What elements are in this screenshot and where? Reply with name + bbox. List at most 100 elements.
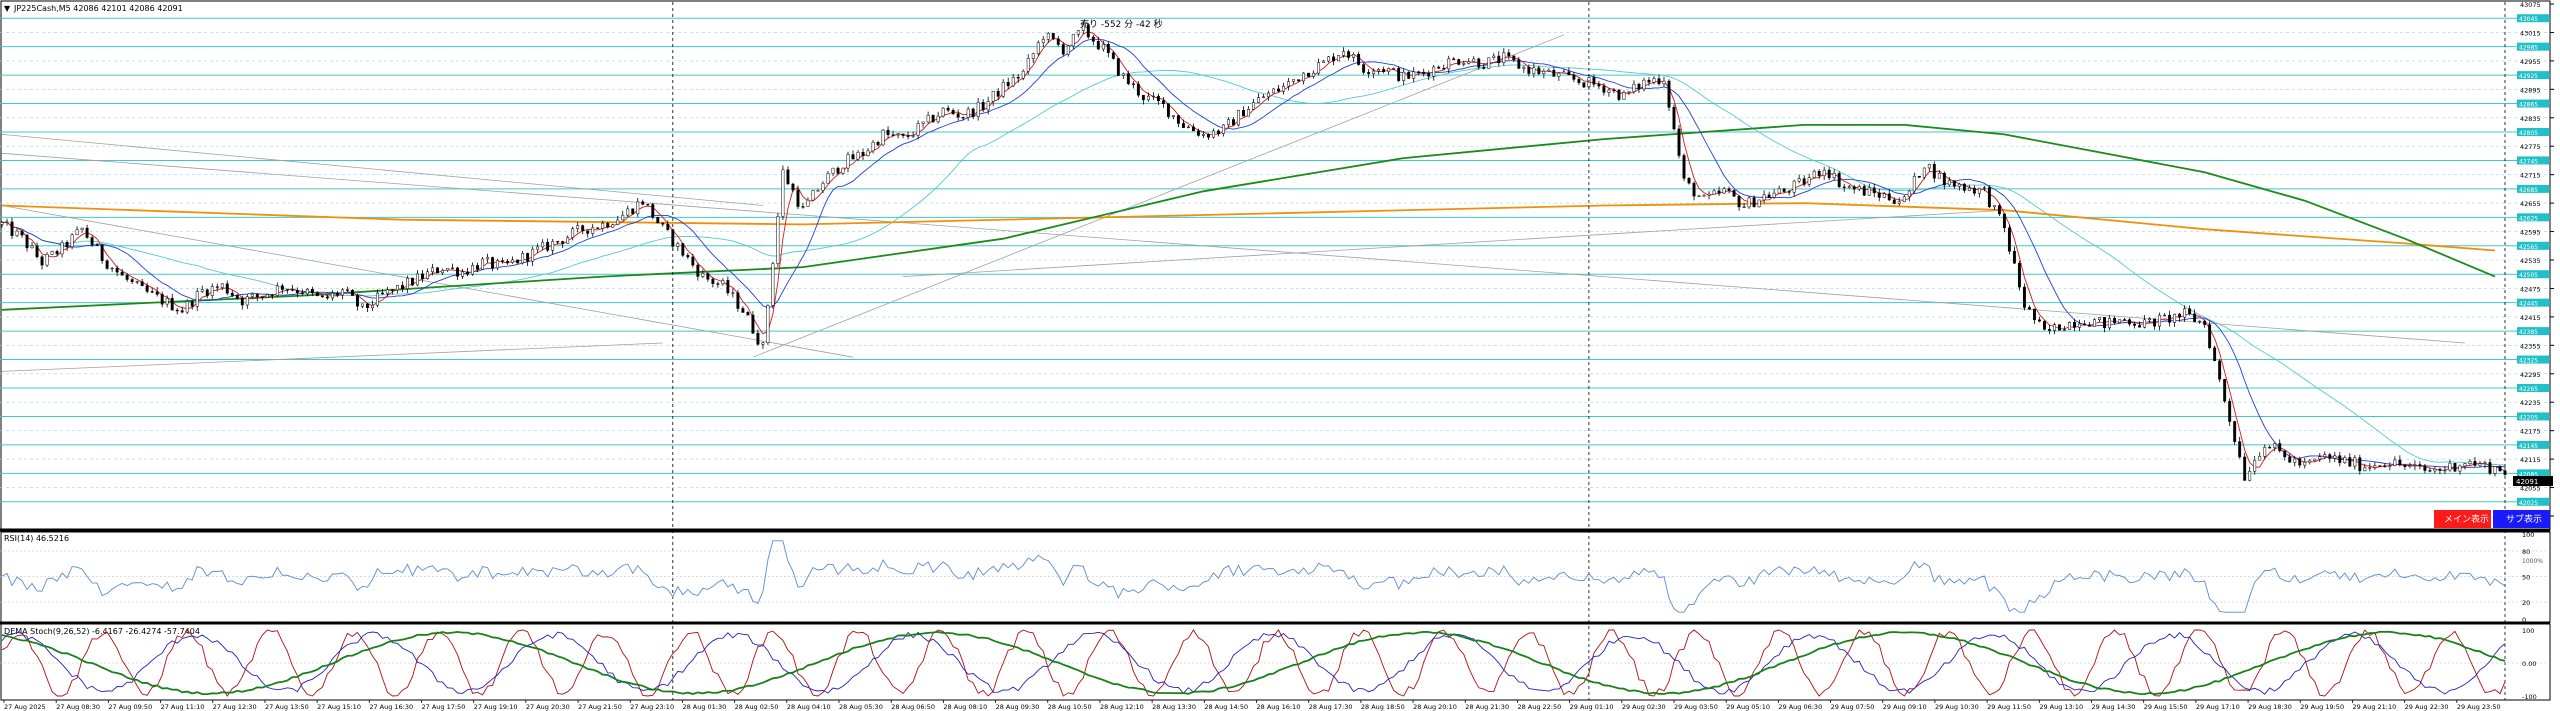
- candle-body: [2228, 400, 2232, 422]
- price-tick-label: 42295: [2520, 371, 2541, 379]
- candle-body: [2303, 461, 2307, 466]
- candle-body: [2398, 459, 2402, 466]
- candle-body: [2278, 443, 2282, 452]
- trend-line: [752, 34, 1565, 358]
- candle-body: [1627, 91, 1631, 93]
- candle-body: [2343, 457, 2347, 464]
- price-tick-label: 42835: [2520, 115, 2541, 123]
- candle-body: [1992, 205, 1996, 208]
- candle-body: [1222, 124, 1225, 134]
- candle-body: [2083, 323, 2086, 326]
- level-label-box: [2517, 241, 2549, 250]
- candle-body: [436, 267, 439, 274]
- current-price-value: 42091: [2516, 478, 2538, 486]
- candle-body: [591, 227, 595, 234]
- candle-body: [1777, 188, 1781, 194]
- candle-body: [1857, 186, 1861, 190]
- candle-body: [1422, 71, 1426, 74]
- trend-line: [1, 205, 854, 358]
- candle-body: [1201, 134, 1205, 136]
- candle-body: [1517, 59, 1521, 69]
- candle-body: [761, 342, 765, 345]
- candle-body: [1277, 88, 1280, 92]
- candle-body: [391, 289, 394, 291]
- candle-body: [1217, 130, 1220, 134]
- candle-body: [2363, 467, 2367, 472]
- candle-body: [1867, 187, 1871, 196]
- candle-body: [401, 285, 404, 289]
- candle-body: [1972, 187, 1976, 194]
- chart-header-arrow[interactable]: ▼: [4, 4, 11, 13]
- candle-body: [636, 201, 640, 215]
- candle-body: [966, 108, 970, 118]
- candle-body: [200, 289, 204, 292]
- candle-body: [1101, 44, 1105, 50]
- candle-body: [421, 273, 424, 280]
- price-tick-label: 42955: [2520, 58, 2541, 66]
- candle-body: [370, 304, 374, 308]
- candle-body: [416, 273, 419, 286]
- candle-body: [1582, 82, 1586, 88]
- price-tick-label: 42235: [2520, 399, 2541, 407]
- level-label-box: [2517, 469, 2549, 478]
- candle-body: [2198, 320, 2202, 323]
- candle-body: [2223, 378, 2227, 402]
- level-label: 42985: [2519, 45, 2538, 52]
- candle-body: [1131, 83, 1135, 85]
- vertical-separators: [672, 2, 2506, 700]
- candle-body: [1552, 69, 1556, 77]
- candle-body: [661, 222, 665, 225]
- candle-body: [1557, 72, 1561, 77]
- candle-body: [1702, 195, 1706, 197]
- candle-body: [1952, 180, 1956, 187]
- candle-body: [1081, 24, 1085, 31]
- time-tick-label: 29 Aug 01:10: [1570, 703, 1614, 711]
- candle-body: [1417, 71, 1421, 73]
- candle-body: [1977, 187, 1981, 194]
- candle-body: [971, 108, 975, 117]
- candle-body: [736, 292, 740, 309]
- time-tick-label: 29 Aug 14:30: [2092, 703, 2136, 711]
- price-tick-label: 42475: [2520, 285, 2541, 293]
- price-tick-label: 42055: [2520, 485, 2541, 493]
- candle-body: [1577, 79, 1581, 83]
- time-tick-label: 29 Aug 11:50: [1987, 703, 2031, 711]
- candle-body: [601, 223, 605, 229]
- candle-body: [1932, 164, 1936, 179]
- candle-body: [721, 280, 725, 285]
- candle-body: [1757, 199, 1761, 208]
- candle-body: [626, 208, 630, 216]
- candle-body: [1567, 71, 1571, 76]
- candle-body: [1762, 194, 1766, 201]
- price-tick-label: 42175: [2520, 428, 2541, 436]
- main-display-button[interactable]: メイン表示: [2434, 510, 2491, 528]
- candle-body: [1677, 128, 1681, 156]
- candle-body: [1532, 67, 1536, 74]
- rsi-line: [0, 540, 2550, 613]
- candle-body: [2188, 308, 2192, 315]
- candle-body: [1827, 169, 1831, 179]
- candle-body: [1056, 38, 1060, 45]
- candle-body: [2273, 443, 2277, 448]
- candle-body: [751, 314, 755, 334]
- time-tick-label: 28 Aug 06:50: [891, 703, 935, 711]
- time-tick-label: 29 Aug 09:10: [1883, 703, 1927, 711]
- time-tick-label: 29 Aug 06:30: [1778, 703, 1822, 711]
- candle-body: [841, 167, 845, 174]
- candle-body: [816, 190, 820, 192]
- candle-body: [1427, 73, 1431, 77]
- candle-body: [1442, 68, 1446, 70]
- candle-body: [110, 267, 114, 270]
- stoch-green-line: [1, 630, 2506, 696]
- candle-body: [1617, 89, 1621, 100]
- candle-body: [1126, 73, 1130, 85]
- candle-body: [2048, 329, 2051, 331]
- candle-body: [2058, 324, 2061, 331]
- sub-display-button[interactable]: サブ表示: [2493, 510, 2550, 528]
- candle-body: [2007, 227, 2011, 252]
- candle-body: [2353, 457, 2357, 467]
- candle-body: [1772, 192, 1776, 198]
- candle-body: [566, 237, 570, 244]
- candle-body: [376, 292, 379, 306]
